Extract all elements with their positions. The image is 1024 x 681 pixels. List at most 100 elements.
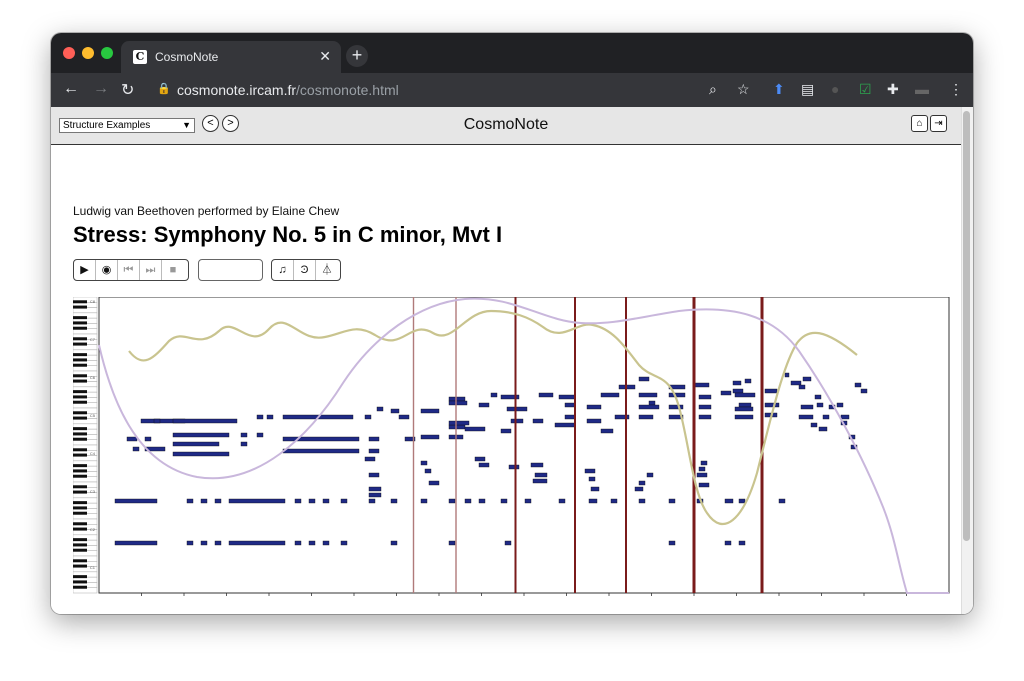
tab-bar: C CosmoNote ✕ + — [51, 33, 973, 73]
note-block — [478, 402, 490, 408]
note-block — [732, 380, 742, 386]
note-block — [634, 486, 644, 492]
skip-forward-icon[interactable]: ⏭ — [140, 260, 162, 280]
note-block — [720, 390, 732, 396]
note-block — [738, 498, 746, 504]
note-block — [144, 446, 166, 452]
note-block — [368, 498, 376, 504]
scrollbar-thumb[interactable] — [963, 111, 970, 541]
browser-tab[interactable]: C CosmoNote ✕ — [121, 41, 341, 73]
piano-black-key — [73, 527, 87, 531]
y-tick-label: C3 — [90, 489, 96, 494]
note-block — [390, 498, 398, 504]
note-block — [600, 428, 614, 434]
logout-icon[interactable]: ⇥ — [930, 115, 947, 132]
note-block — [822, 414, 830, 420]
stop-icon[interactable]: ■ — [169, 264, 177, 276]
url-text: cosmonote.ircam.fr/cosmonote.html — [177, 82, 399, 98]
extension-circle-icon[interactable]: ● — [831, 81, 840, 97]
note-block — [638, 404, 660, 410]
piano-black-key — [73, 321, 87, 325]
extension-arrow-icon[interactable]: ⬆ — [773, 81, 785, 97]
note-block — [698, 394, 712, 400]
note-block — [256, 432, 264, 438]
play-icon[interactable]: ▶ — [74, 260, 96, 280]
note-block — [448, 540, 456, 546]
note-block — [228, 498, 286, 504]
note-block — [586, 418, 602, 424]
note-block — [322, 540, 330, 546]
previous-button[interactable]: < — [202, 115, 219, 132]
piano-black-key — [73, 400, 87, 404]
note-block — [814, 394, 822, 400]
extension-check-icon[interactable]: ☑ — [859, 81, 872, 97]
piano-black-key — [73, 379, 87, 383]
piano-black-key — [73, 580, 87, 584]
maximize-window-button[interactable] — [101, 47, 113, 59]
new-tab-button[interactable]: + — [346, 45, 368, 67]
piano-roll-chart[interactable]: C8C7C6C5C4C3C2C10:010:010:020:020:030:03… — [73, 297, 951, 597]
note-block — [790, 380, 802, 386]
extensions-puzzle-icon[interactable]: ✚ — [887, 81, 899, 97]
lock-toggle-icon[interactable]: ⌂ — [911, 115, 928, 132]
note-block — [448, 400, 468, 406]
next-button[interactable]: > — [222, 115, 239, 132]
note-block — [564, 414, 576, 420]
search-icon[interactable]: ⌕ — [709, 81, 717, 97]
minimize-window-button[interactable] — [82, 47, 94, 59]
extension-doc-icon[interactable]: ▤ — [801, 81, 815, 97]
note-block — [144, 436, 152, 442]
forward-arrow-icon[interactable]: → — [93, 80, 109, 97]
note-block — [668, 540, 676, 546]
note-block — [638, 480, 646, 486]
note-block — [698, 414, 712, 420]
piano-black-key — [73, 416, 87, 420]
back-arrow-icon[interactable]: ← — [63, 80, 79, 97]
piano-black-key — [73, 353, 87, 357]
reload-icon[interactable]: ↻ — [121, 82, 135, 99]
note-block — [648, 400, 656, 406]
note-block — [510, 418, 524, 424]
note-block — [172, 451, 230, 457]
time-input[interactable] — [198, 259, 263, 281]
skip-back-icon[interactable]: ⏮ — [118, 260, 140, 280]
browser-toolbar: ← → ↻ 🔒 cosmonote.ircam.fr/cosmonote.htm… — [51, 73, 973, 107]
note-block — [698, 404, 712, 410]
music-note-icon[interactable]: ♫ — [272, 260, 294, 280]
note-block — [398, 414, 410, 420]
ear-icon[interactable]: Ͽ — [294, 260, 316, 280]
y-tick-label: C2 — [90, 527, 96, 532]
examples-dropdown[interactable]: Structure Examples ▼ — [59, 118, 195, 133]
cosmonote-favicon-icon: C — [133, 50, 147, 64]
lock-icon: 🔒 — [157, 83, 171, 95]
note-block — [564, 402, 576, 408]
metronome-icon[interactable]: ⏃ — [321, 264, 333, 276]
note-block — [114, 498, 158, 504]
note-block — [586, 404, 602, 410]
browser-window: C CosmoNote ✕ + ← → ↻ 🔒 cosmonote.ircam.… — [51, 33, 973, 614]
note-block — [784, 372, 790, 378]
note-block — [810, 422, 818, 428]
piano-black-key — [73, 564, 87, 568]
piano-black-key — [73, 437, 87, 441]
close-window-button[interactable] — [63, 47, 75, 59]
star-icon[interactable]: ☆ — [737, 81, 750, 97]
note-block — [778, 498, 786, 504]
menu-icon[interactable]: ⋮ — [949, 81, 963, 97]
note-block — [186, 498, 194, 504]
profile-icon[interactable]: ▬ — [915, 81, 929, 97]
note-block — [214, 540, 222, 546]
address-bar[interactable]: 🔒 cosmonote.ircam.fr/cosmonote.html — [151, 79, 451, 101]
piano-black-key — [73, 363, 87, 367]
note-block — [390, 408, 400, 414]
tab-close-icon[interactable]: ✕ — [319, 48, 331, 64]
audio-wave-icon[interactable]: ◉ — [96, 260, 118, 280]
note-block — [614, 414, 630, 420]
note-block — [424, 468, 432, 474]
note-block — [724, 498, 734, 504]
note-block — [228, 540, 286, 546]
view-controls: ♫ Ͽ ⏃ — [271, 259, 341, 281]
piano-black-key — [73, 448, 87, 452]
note-block — [638, 498, 646, 504]
note-block — [538, 392, 554, 398]
